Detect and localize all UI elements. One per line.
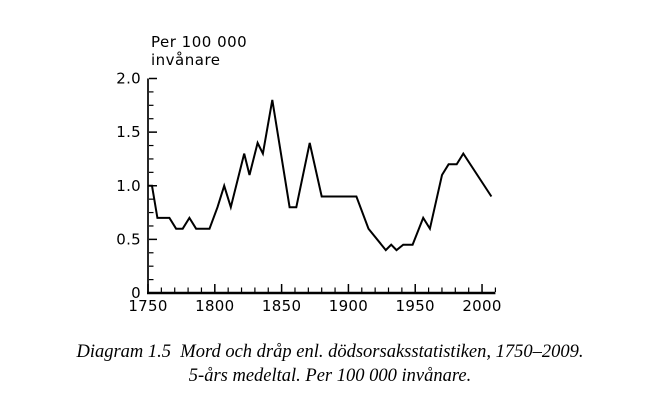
- figure-caption: Diagram 1.5 Mord och dråp enl. dödsorsak…: [0, 340, 660, 388]
- x-tick-label: 1750: [128, 297, 167, 315]
- x-tick-label: 1850: [262, 297, 301, 315]
- y-tick-label: 0: [131, 284, 141, 302]
- x-tick-label: 2000: [462, 297, 501, 315]
- caption-line2: 5-års medeltal. Per 100 000 invånare.: [188, 366, 472, 386]
- x-tick-label: 1800: [195, 297, 234, 315]
- y-tick-label: 1.0: [116, 177, 141, 195]
- y-axis-title-line1: Per 100 000: [151, 33, 248, 51]
- y-tick-label: 2.0: [116, 70, 141, 88]
- homicide-rate-series-line: [148, 99, 493, 252]
- x-tick-label: 1900: [329, 297, 368, 315]
- y-axis-title: Per 100 000 invånare: [151, 33, 247, 69]
- caption-line1: Diagram 1.5 Mord och dråp enl. dödsorsak…: [76, 342, 584, 362]
- y-axis-title-line2: invånare: [151, 51, 221, 69]
- y-tick-label: 0.5: [116, 230, 141, 248]
- x-tick-label: 1950: [396, 297, 435, 315]
- y-tick-label: 1.5: [116, 123, 141, 141]
